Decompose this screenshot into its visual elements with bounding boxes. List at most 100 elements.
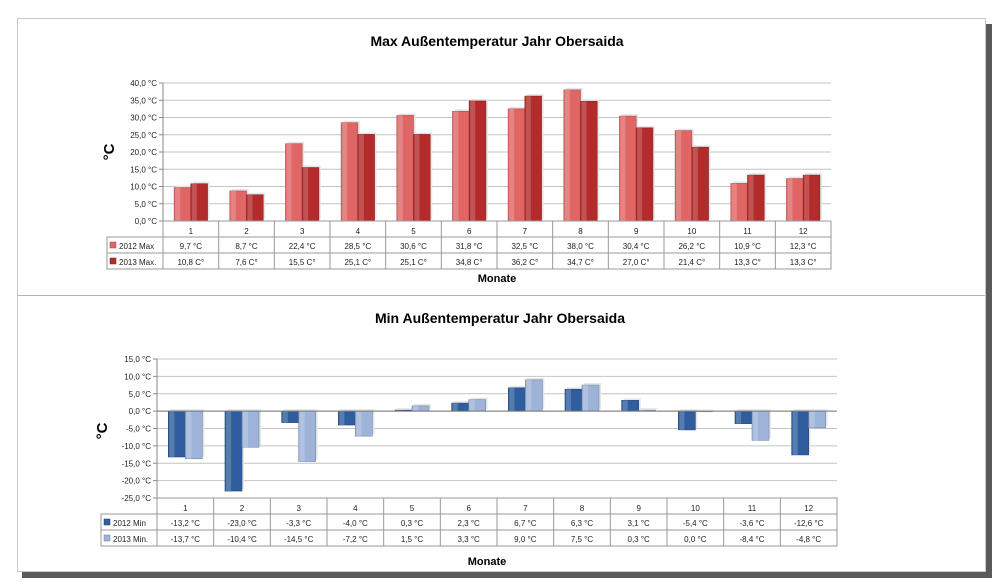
bar-highlight [414, 134, 420, 221]
data-value-label: 3,1 °C [628, 519, 651, 528]
bar-highlight [356, 411, 362, 437]
bar-highlight [470, 100, 476, 221]
data-value-label: 9,0 °C [514, 535, 537, 544]
legend-swatch-2 [109, 257, 117, 265]
y-tick-label: 15,0 °C [124, 355, 151, 364]
bar-highlight [453, 111, 459, 221]
x-category-label: 11 [743, 227, 752, 236]
bar-highlight [282, 411, 288, 423]
bar-highlight [413, 405, 419, 412]
legend-label-2: 2013 Min. [113, 535, 148, 544]
data-value-label: -3,3 °C [286, 519, 311, 528]
x-category-label: 12 [799, 227, 808, 236]
chart-title: Max Außentemperatur Jahr Obersaida [370, 33, 623, 49]
bar-highlight [175, 187, 181, 221]
x-category-label: 5 [410, 504, 415, 513]
bar-highlight [748, 175, 754, 221]
bar-highlight [358, 134, 364, 221]
y-tick-label: 15,0 °C [130, 165, 157, 174]
x-category-label: 10 [687, 227, 696, 236]
bar-highlight [583, 385, 589, 412]
bar-highlight [299, 411, 305, 462]
y-tick-label: 5,0 °C [135, 200, 158, 209]
x-category-label: 11 [748, 504, 757, 513]
data-value-label: 7,5 °C [571, 535, 594, 544]
y-tick-label: -10,0 °C [122, 442, 152, 451]
bar-highlight [731, 183, 737, 221]
y-tick-label: -5,0 °C [126, 425, 151, 434]
data-value-label: -3,6 °C [740, 519, 765, 528]
y-tick-label: 10,0 °C [130, 183, 157, 192]
x-category-label: 4 [356, 227, 361, 236]
x-category-label: 1 [189, 227, 194, 236]
data-value-label: 6,7 °C [514, 519, 537, 528]
bar-highlight [637, 127, 643, 221]
y-tick-label: 0,0 °C [135, 217, 158, 226]
bar-highlight [787, 178, 793, 221]
y-tick-label: 30,0 °C [130, 114, 157, 123]
y-tick-label: -15,0 °C [122, 459, 152, 468]
legend-swatch-1 [109, 241, 117, 249]
min-temperature-chart: Min Außentemperatur Jahr Obersaida °C -25,… [94, 310, 838, 568]
x-category-label: 7 [523, 227, 528, 236]
x-category-label: 5 [411, 227, 416, 236]
y-tick-label: 20,0 °C [130, 148, 157, 157]
data-value-label: 30,4 °C [623, 242, 650, 251]
data-value-label: 36,2 C° [511, 258, 538, 267]
legend-swatch-2 [103, 534, 111, 542]
data-value-label: -7,2 °C [343, 535, 368, 544]
x-category-label: 9 [636, 504, 641, 513]
data-value-label: 2,3 °C [458, 519, 481, 528]
data-value-label: 12,3 °C [790, 242, 817, 251]
y-tick-label: -20,0 °C [122, 477, 152, 486]
legend-swatch-1 [103, 518, 111, 526]
y-tick-label: 25,0 °C [130, 131, 157, 140]
bar-highlight [396, 410, 402, 412]
data-value-label: 28,5 °C [344, 242, 371, 251]
chart-divider [18, 295, 985, 296]
bar-highlight [339, 411, 345, 426]
x-category-label: 7 [523, 504, 528, 513]
data-value-label: 21,4 C° [678, 258, 705, 267]
bar-highlight [566, 389, 572, 412]
data-value-label: 15,5 C° [289, 258, 316, 267]
data-value-label: -5,4 °C [683, 519, 708, 528]
data-value-label: -4,8 °C [796, 535, 821, 544]
x-category-label: 1 [183, 504, 188, 513]
data-value-label: 3,3 °C [458, 535, 481, 544]
x-category-label: 2 [240, 504, 245, 513]
y-axis-label-group: °C [101, 143, 118, 160]
chart-title: Min Außentemperatur Jahr Obersaida [375, 310, 625, 326]
data-value-label: -10,4 °C [227, 535, 257, 544]
data-value-label: 6,3 °C [571, 519, 594, 528]
y-tick-label: 10,0 °C [124, 372, 151, 381]
bar-highlight [397, 115, 403, 221]
bar-depth [397, 408, 414, 410]
data-value-label: -4,0 °C [343, 519, 368, 528]
bar-highlight [620, 116, 626, 221]
data-value-label: 10,8 C° [177, 258, 204, 267]
y-tick-label: 0,0 °C [129, 407, 152, 416]
data-value-label: 32,5 °C [511, 242, 538, 251]
max-temperature-chart: Max Außentemperatur Jahr Obersaida °C 0,0 … [101, 33, 832, 285]
data-value-label: 7,6 C° [235, 258, 257, 267]
data-value-label: 0,3 °C [401, 519, 424, 528]
data-value-label: 9,7 °C [180, 242, 203, 251]
data-value-label: 10,9 °C [734, 242, 761, 251]
chart-panel [17, 18, 986, 572]
bar-highlight [525, 96, 531, 221]
data-value-label: -13,7 °C [171, 535, 201, 544]
y-axis-label: °C [94, 422, 111, 439]
data-value-label: 25,1 C° [400, 258, 427, 267]
data-value-label: 13,3 C° [790, 258, 817, 267]
bar-highlight [622, 400, 628, 412]
data-value-label: -8,4 °C [740, 535, 765, 544]
bar-highlight [509, 108, 515, 221]
y-axis-label: °C [101, 143, 118, 160]
bar-highlight [753, 411, 759, 441]
bar-highlight [526, 379, 532, 412]
bar-highlight [226, 411, 232, 492]
bar-highlight [581, 101, 587, 221]
bar-highlight [804, 175, 810, 221]
data-value-label: 26,2 °C [678, 242, 705, 251]
